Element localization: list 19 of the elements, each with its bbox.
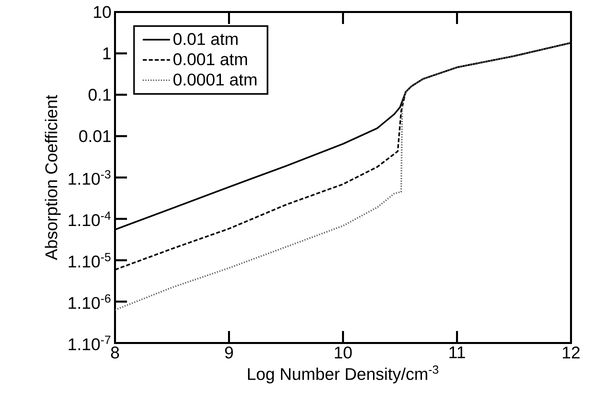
x-tick-label: 12 (562, 346, 580, 358)
x-tick-label: 11 (450, 346, 465, 358)
y-axis-title: Absorption Coefficient (44, 94, 61, 260)
y-tick-label: 0.1 (88, 88, 111, 101)
y-tick-label: 0.01 (79, 130, 111, 142)
y-tick-label: 10 (94, 6, 111, 18)
y-tick-label: 1.10$^{-6}$ (68, 294, 110, 309)
x-tick-label: 8 (111, 346, 119, 359)
y-tick-label: 1.10$^{-3}$ (68, 170, 110, 185)
y-tick-label: 1.10$^{-4}$ (68, 212, 111, 226)
legend-label: 0.0001 atm (173, 74, 256, 86)
x-axis-title: Log Number Density/cm$^{-3}$ (248, 365, 438, 384)
y-tick-label: 1.10$^{-5}$ (68, 252, 110, 268)
legend-label: 0.01 atm (173, 33, 238, 46)
y-tick-label: 1.10$^{-7}$ (68, 336, 110, 350)
legend-label: 0.001 atm (173, 53, 247, 66)
x-tick-label: 9 (225, 346, 233, 359)
x-tick-label: 10 (334, 346, 352, 359)
y-tick-label: 1 (103, 48, 111, 60)
